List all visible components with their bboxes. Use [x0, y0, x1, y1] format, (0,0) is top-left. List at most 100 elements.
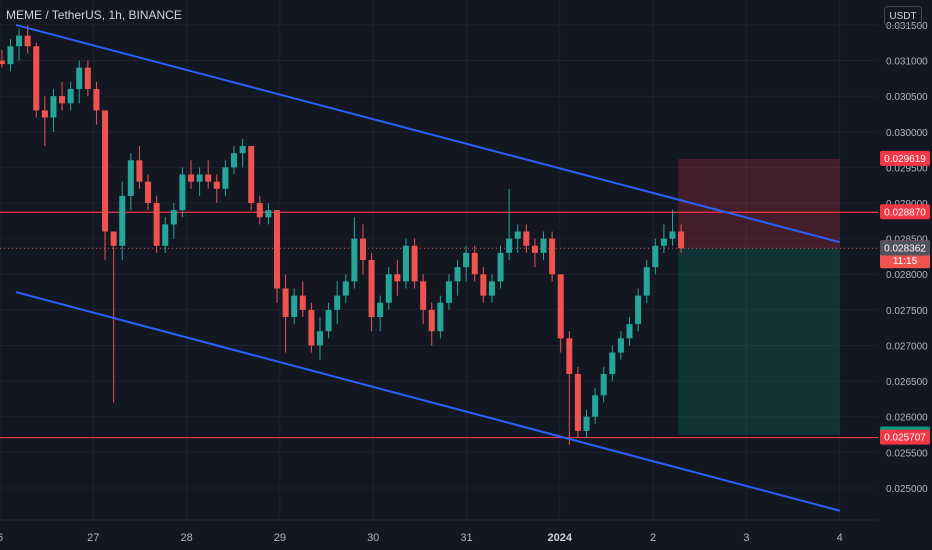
candle-body	[592, 395, 599, 417]
candle-body	[583, 416, 590, 431]
candle-body	[428, 309, 435, 332]
price-tick-label: 0.030500	[886, 92, 928, 103]
candle-body	[402, 245, 409, 282]
price-badge-stop: 0.029619	[880, 150, 930, 166]
candle-body	[531, 245, 538, 253]
candle-body	[574, 373, 581, 431]
candle-body	[540, 238, 547, 253]
candle-body	[480, 274, 487, 296]
price-badge-bg	[880, 204, 930, 220]
price-tick-label: 0.030000	[886, 128, 928, 139]
price-tick-label: 0.028000	[886, 270, 928, 281]
candle-body	[239, 146, 246, 154]
time-tick-label: 3	[743, 532, 749, 544]
candle-body	[67, 89, 74, 104]
time-tick-label: 28	[180, 532, 192, 544]
candle-body	[488, 281, 495, 296]
candle-body	[179, 174, 186, 211]
candle-body	[7, 46, 14, 65]
candle-body	[678, 231, 685, 249]
candle-body	[394, 274, 401, 282]
candle-body	[368, 260, 375, 317]
candle-body	[316, 331, 323, 346]
candle-body	[600, 373, 607, 396]
candle-body	[162, 224, 169, 246]
candle-body	[196, 174, 203, 182]
candle-body	[643, 267, 650, 296]
candle-body	[523, 231, 530, 246]
candle-body	[119, 195, 126, 246]
chart-title: MEME / TetherUS, 1h, BINANCE	[6, 8, 182, 22]
candle-body	[308, 309, 315, 346]
time-tick-label: 2024	[548, 532, 573, 544]
time-tick-label: 6	[0, 532, 3, 544]
candle-body	[282, 288, 289, 317]
candle-body	[299, 295, 306, 310]
price-badge-countdown: 11:15	[893, 256, 918, 267]
candle-body	[145, 181, 152, 204]
candle-body	[76, 67, 83, 90]
price-badge-label: 0.028870	[884, 207, 926, 218]
candle-body	[93, 89, 100, 111]
upper-trendline	[15, 23, 840, 244]
candle-body	[265, 210, 272, 218]
position-zones[interactable]	[678, 158, 840, 435]
price-tick-label: 0.025500	[886, 448, 928, 459]
candle-body	[102, 110, 109, 232]
time-tick-label: 29	[274, 532, 286, 544]
candle-body	[153, 203, 160, 246]
price-tick-label: 0.031500	[886, 21, 928, 32]
price-tick-label: 0.026000	[886, 413, 928, 424]
candle-body	[514, 231, 521, 239]
time-tick-label: 27	[87, 532, 99, 544]
candle-body	[230, 153, 238, 168]
candle-body	[188, 174, 195, 182]
candle-body	[420, 281, 427, 310]
trendlines[interactable]	[15, 23, 840, 512]
price-tick-label: 0.029500	[886, 163, 928, 174]
time-axis-bg	[0, 520, 878, 550]
price-tick-label: 0.028500	[886, 235, 928, 246]
candle-body	[127, 160, 134, 196]
price-badges: 0.0296190.0288700.02836511:150.0283620.0…	[880, 150, 930, 445]
candle-body	[437, 302, 444, 332]
price-tick-label: 0.026500	[886, 377, 928, 388]
price-badge-label: 0.029619	[884, 154, 926, 165]
take-profit-zone	[678, 248, 840, 435]
price-badge-crosshair: 0.028362	[880, 240, 930, 256]
horizontal-lines[interactable]	[0, 211, 878, 439]
price-badge-entry-line: 0.028870	[880, 204, 930, 220]
candle-body	[50, 96, 57, 118]
price-badge-bg	[880, 240, 930, 256]
candle-body	[84, 67, 91, 90]
candle-body	[351, 238, 358, 282]
candle-body	[669, 231, 676, 239]
price-axis[interactable]: 0.031500 0.031000 0.030500 0.030000 0.029500…	[878, 0, 932, 550]
price-axis-bg	[878, 0, 932, 550]
time-axis[interactable]: 6 27 28 29 30 31 2024 2 3 4	[0, 519, 878, 550]
candle-body	[110, 231, 117, 246]
candle-body	[24, 35, 31, 47]
candle-body	[445, 281, 452, 303]
candle-body	[463, 252, 470, 268]
candle-body	[660, 238, 667, 246]
currency-button[interactable]: USDT	[884, 6, 922, 26]
price-badge-bg	[880, 150, 930, 166]
time-tick-label: 31	[460, 532, 472, 544]
candle-body	[609, 352, 616, 374]
candle-body	[213, 181, 220, 189]
candle-body	[557, 274, 564, 339]
candle-body	[635, 295, 642, 325]
candle-body	[256, 203, 263, 218]
price-tick-label: 0.027500	[886, 306, 928, 317]
candle-body	[497, 252, 504, 282]
candle-body	[359, 238, 366, 260]
candle-body	[411, 245, 418, 282]
candle-body	[273, 210, 281, 289]
candle-body	[325, 309, 332, 332]
candle-body	[385, 274, 392, 303]
candle-body	[626, 324, 633, 339]
candle-body	[41, 110, 48, 118]
candle-body	[0, 60, 5, 65]
